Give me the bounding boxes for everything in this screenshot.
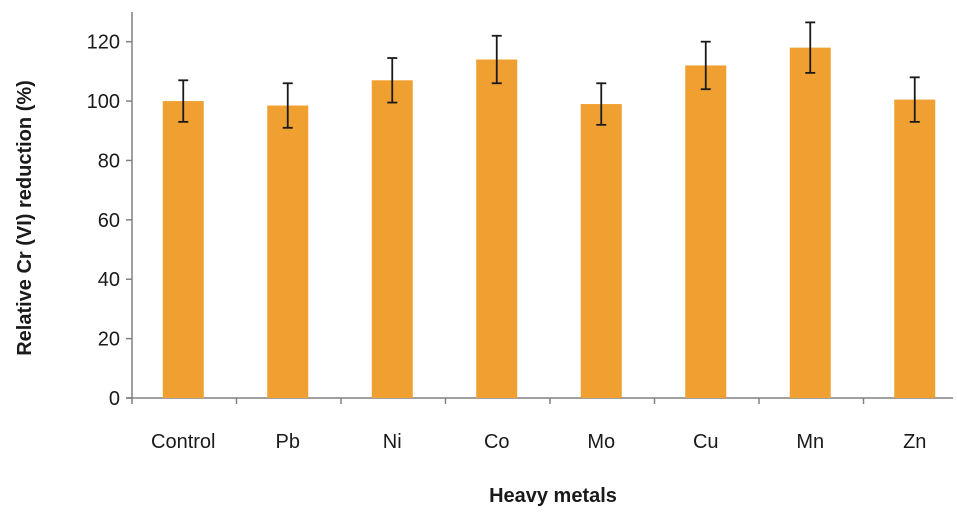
x-tick-label: Cu	[693, 431, 719, 453]
y-tick-label: 80	[98, 150, 120, 172]
error-bars	[178, 21, 920, 129]
y-tick-label: 20	[98, 329, 120, 351]
y-axis-title: Relative Cr (VI) reduction (%)	[14, 80, 36, 356]
x-axis: Control Pb Ni Co Mo Cu Mn Zn	[126, 397, 953, 453]
y-tick-label: 0	[109, 388, 120, 410]
y-tick-label: 120	[87, 32, 120, 54]
bars	[162, 47, 936, 399]
bar-mo	[580, 104, 622, 399]
x-tick-label: Mn	[796, 431, 824, 453]
bar-pb	[267, 105, 309, 399]
bar-cu	[685, 65, 727, 398]
y-tick-label: 60	[98, 210, 120, 232]
bar-co	[476, 59, 518, 398]
y-axis: 0 20 40 60 80 100 120	[87, 12, 133, 410]
x-tick-label: Mo	[587, 431, 615, 453]
y-tick-label: 40	[98, 269, 120, 291]
x-tick-label: Control	[151, 431, 215, 453]
x-tick-label: Co	[484, 431, 510, 453]
x-tick-label: Pb	[276, 431, 300, 453]
x-tick-label: Ni	[383, 431, 402, 453]
bar-mn	[789, 47, 831, 398]
y-tick-label: 100	[87, 91, 120, 113]
bar-ni	[371, 80, 413, 399]
bar-zn	[894, 99, 936, 398]
bar-control	[162, 101, 204, 399]
x-axis-title: Heavy metals	[489, 485, 617, 507]
x-tick-label: Zn	[903, 431, 926, 453]
